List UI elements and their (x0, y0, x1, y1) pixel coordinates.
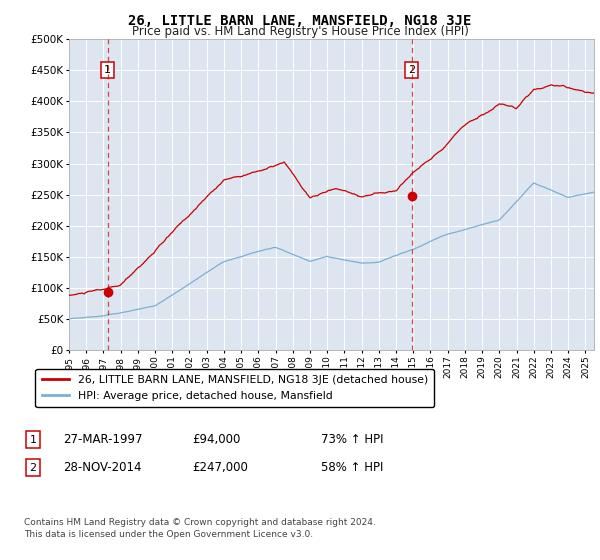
Text: 2: 2 (29, 463, 37, 473)
Text: 58% ↑ HPI: 58% ↑ HPI (321, 461, 383, 474)
Text: 27-MAR-1997: 27-MAR-1997 (63, 433, 143, 446)
Text: £94,000: £94,000 (192, 433, 241, 446)
Text: 73% ↑ HPI: 73% ↑ HPI (321, 433, 383, 446)
Text: Contains HM Land Registry data © Crown copyright and database right 2024.
This d: Contains HM Land Registry data © Crown c… (24, 518, 376, 539)
Text: £247,000: £247,000 (192, 461, 248, 474)
Legend: 26, LITTLE BARN LANE, MANSFIELD, NG18 3JE (detached house), HPI: Average price, : 26, LITTLE BARN LANE, MANSFIELD, NG18 3J… (35, 368, 434, 407)
Text: 28-NOV-2014: 28-NOV-2014 (63, 461, 142, 474)
Text: 1: 1 (29, 435, 37, 445)
Text: 1: 1 (104, 66, 111, 75)
Text: 2: 2 (408, 66, 415, 75)
Text: Price paid vs. HM Land Registry's House Price Index (HPI): Price paid vs. HM Land Registry's House … (131, 25, 469, 38)
Text: 26, LITTLE BARN LANE, MANSFIELD, NG18 3JE: 26, LITTLE BARN LANE, MANSFIELD, NG18 3J… (128, 14, 472, 28)
